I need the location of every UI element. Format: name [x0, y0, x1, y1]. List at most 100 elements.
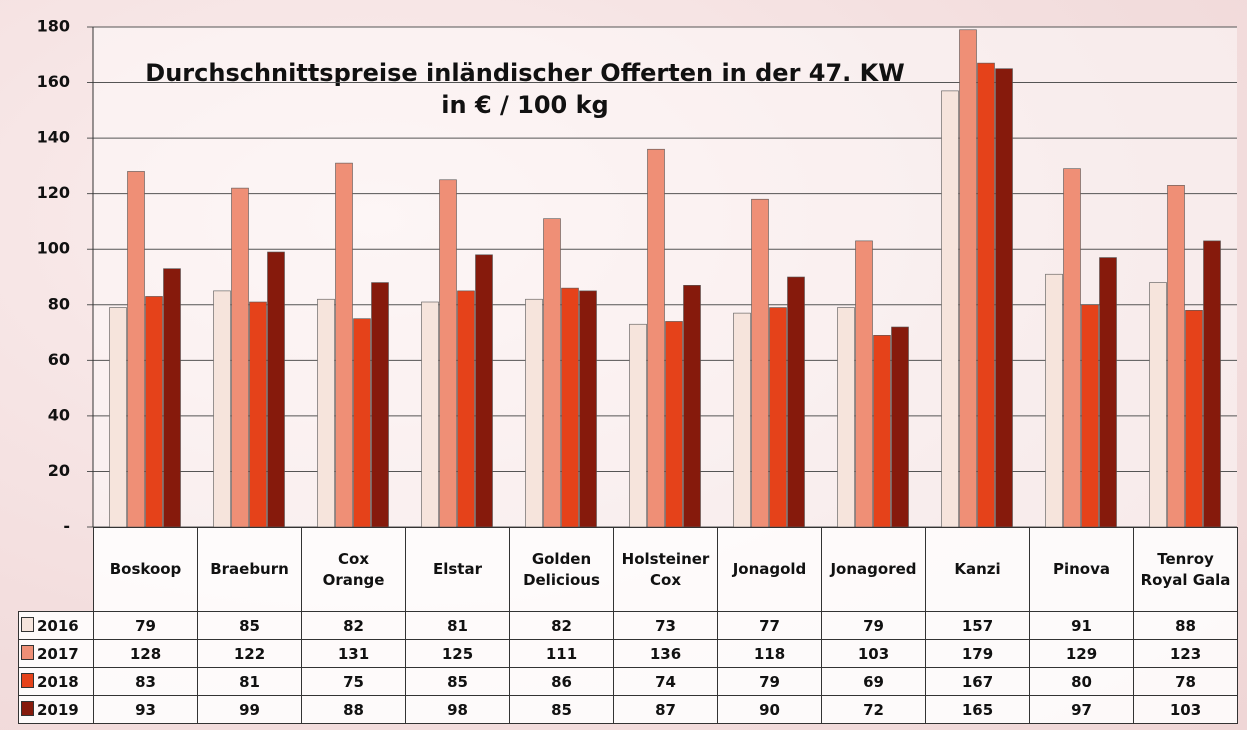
bar: [891, 326, 909, 528]
value-cell: 85: [197, 611, 302, 640]
y-tick-label: 120: [37, 183, 70, 202]
value-cell: 90: [717, 695, 822, 724]
bar: [665, 321, 683, 528]
category-label: Jonagold: [717, 527, 822, 612]
value-cell: 82: [301, 611, 406, 640]
value-cell: 69: [821, 667, 926, 696]
y-tick-label: 80: [48, 294, 70, 313]
bar: [231, 187, 249, 528]
bar: [1167, 185, 1185, 528]
value-cell: 167: [925, 667, 1030, 696]
y-tick-label: 180: [37, 17, 70, 36]
bar: [629, 323, 647, 528]
value-cell: 87: [613, 695, 718, 724]
value-cell: 131: [301, 639, 406, 668]
value-cell: 79: [717, 667, 822, 696]
bar: [525, 298, 543, 528]
legend-swatch: [21, 700, 34, 716]
value-cell: 82: [509, 611, 614, 640]
value-cell: 73: [613, 611, 718, 640]
bar: [457, 290, 475, 528]
data-table: Boskoop Braeburn Cox Orange Elstar Golden De…: [18, 527, 1238, 724]
bar: [127, 171, 145, 528]
category-label: Pinova: [1029, 527, 1134, 612]
bar: [873, 335, 891, 528]
value-cell: 125: [405, 639, 510, 668]
value-cell: 99: [197, 695, 302, 724]
bar: [683, 285, 701, 528]
value-cell: 88: [301, 695, 406, 724]
value-cell: 93: [93, 695, 198, 724]
value-cell: 129: [1029, 639, 1134, 668]
bar: [959, 29, 977, 528]
value-cell: 74: [613, 667, 718, 696]
legend-cell: 2016: [18, 611, 94, 640]
bar: [163, 268, 181, 528]
bar: [317, 298, 335, 528]
bar: [267, 251, 285, 528]
bar: [1081, 304, 1099, 528]
category-label: Cox Orange: [301, 527, 406, 612]
value-cell: 81: [405, 611, 510, 640]
y-tick-label: 40: [48, 405, 70, 424]
value-cell: 79: [93, 611, 198, 640]
chart-subtitle: in € / 100 kg: [441, 91, 608, 119]
value-cell: 179: [925, 639, 1030, 668]
value-cell: 122: [197, 639, 302, 668]
bar: [109, 307, 127, 528]
bar: [439, 179, 457, 528]
bar: [941, 90, 959, 528]
bar: [855, 240, 873, 528]
y-tick-label: 140: [37, 128, 70, 147]
y-tick-label: 100: [37, 239, 70, 258]
bar: [733, 312, 751, 528]
value-cell: 83: [93, 667, 198, 696]
category-label: Holsteiner Cox: [613, 527, 718, 612]
value-cell: 91: [1029, 611, 1134, 640]
legend-cell: 2018: [18, 667, 94, 696]
bar: [995, 68, 1013, 528]
value-cell: 111: [509, 639, 614, 668]
series-row: 2018 83 81 75 85 86 74 79 69 167 80 78: [18, 667, 1238, 696]
bar: [1149, 282, 1167, 528]
bar: [769, 307, 787, 528]
y-tick-label: -: [63, 517, 70, 536]
bar: [213, 290, 231, 528]
value-cell: 85: [405, 667, 510, 696]
y-tick-label: 60: [48, 350, 70, 369]
legend-cell: 2019: [18, 695, 94, 724]
bar: [249, 301, 267, 528]
category-label: Boskoop: [93, 527, 198, 612]
y-tick-label: 20: [48, 461, 70, 480]
legend-label: 2018: [37, 672, 79, 691]
y-tick-label: 160: [37, 72, 70, 91]
bar: [1099, 257, 1117, 528]
category-label: Golden Delicious: [509, 527, 614, 612]
value-cell: 128: [93, 639, 198, 668]
value-cell: 72: [821, 695, 926, 724]
legend-cell: 2017: [18, 639, 94, 668]
bar: [543, 218, 561, 528]
bar: [335, 162, 353, 528]
bar: [145, 296, 163, 528]
value-cell: 118: [717, 639, 822, 668]
value-cell: 123: [1133, 639, 1238, 668]
value-cell: 79: [821, 611, 926, 640]
series-row: 2017 128 122 131 125 111 136 118 103 179 129 123: [18, 639, 1238, 668]
bar: [977, 62, 995, 528]
value-cell: 77: [717, 611, 822, 640]
value-cell: 98: [405, 695, 510, 724]
value-cell: 75: [301, 667, 406, 696]
bar: [647, 148, 665, 528]
legend-swatch: [21, 616, 34, 632]
value-cell: 81: [197, 667, 302, 696]
category-label: Tenroy Royal Gala: [1133, 527, 1238, 612]
value-cell: 103: [821, 639, 926, 668]
bar: [475, 254, 493, 528]
value-cell: 85: [509, 695, 614, 724]
category-label: Jonagored: [821, 527, 926, 612]
bar: [579, 290, 597, 528]
bar: [751, 198, 769, 528]
